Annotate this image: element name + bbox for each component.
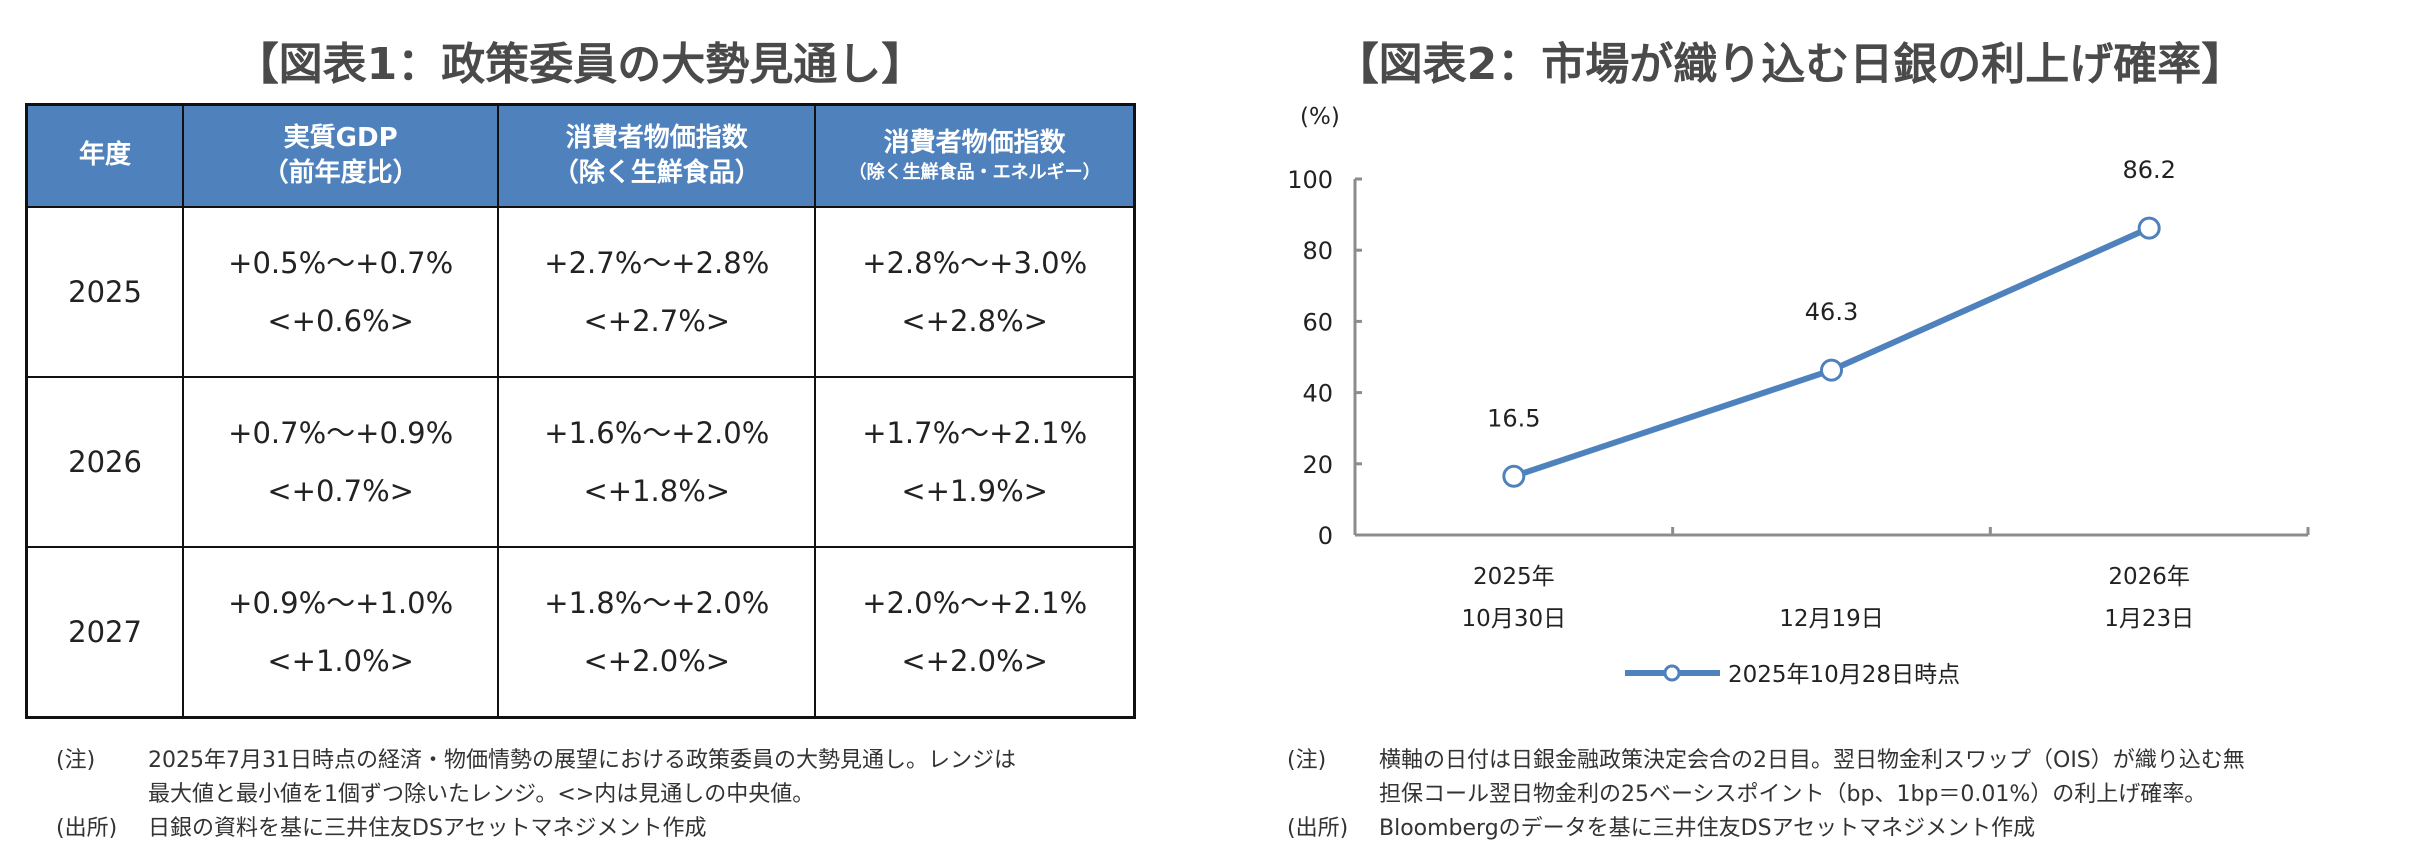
core-cpi-cell: +1.8%～+2.0% <+2.0%> (497, 546, 817, 719)
header-core-cpi: 消費者物価指数 （除く生鮮食品） (497, 103, 817, 208)
y-tick-label: 0 (1318, 522, 1333, 550)
y-tick-label: 60 (1302, 308, 1333, 336)
data-label: 46.3 (1805, 298, 1858, 326)
core-core-cpi-cell: +1.7%～+2.1% <+1.9%> (814, 376, 1136, 548)
fig1-notes: (注) 2025年7月31日時点の経済・物価情勢の展望における政策委員の大勢見通し… (56, 744, 1206, 846)
year-cell: 2027 (25, 546, 185, 719)
core-core-cpi-cell: +2.0%～+2.1% <+2.0%> (814, 546, 1136, 719)
data-point (1820, 358, 1843, 382)
data-point (2137, 216, 2161, 240)
table-row: 2025 +0.5%～+0.7% <+0.6%> +2.7%～+2.8% <+2.7%>… (25, 206, 1136, 378)
note-label: (注) (56, 748, 96, 773)
core-core-cpi-cell: +2.8%～+3.0% <+2.8%> (814, 206, 1136, 378)
forecast-table: 年度 実質GDP （前年度比） 消費者物価指数 （除く生鮮食品） 消費者物価指数 （除… (25, 103, 1136, 719)
note-text: 2025年7月31日時点の経済・物価情勢の展望における政策委員の大勢見通し。レン… (148, 748, 1016, 773)
fig2-notes: (注) 横軸の日付は日銀金融政策決定会合の2日目。翌日物金利スワップ（OIS）が織… (1287, 744, 2417, 846)
x-tick-label-date: 10月30日 (1462, 606, 1567, 632)
year-cell: 2026 (25, 376, 185, 548)
note-text: 担保コール翌日物金利の25ベーシスポイント（bp、1bp＝0.01%）の利上げ確… (1379, 782, 2207, 807)
note-text: 横軸の日付は日銀金融政策決定会合の2日目。翌日物金利スワップ（OIS）が織り込む… (1379, 748, 2245, 773)
core-cpi-cell: +2.7%～+2.8% <+2.7%> (497, 206, 817, 378)
x-tick-label-year: 2026年 (2108, 564, 2190, 590)
source-text: Bloombergのデータを基に三井住友DSアセットマネジメント作成 (1379, 816, 2036, 841)
y-axis-unit: (%) (1300, 104, 1340, 130)
data-point (1502, 464, 1526, 488)
series-line (1512, 225, 2151, 480)
gdp-cell: +0.5%～+0.7% <+0.6%> (182, 206, 500, 378)
table-row: 2026 +0.7%～+0.9% <+0.7%> +1.6%～+2.0% <+1.8%>… (25, 376, 1136, 548)
header-core-core-cpi: 消費者物価指数 （除く生鮮食品・エネルギー） (814, 103, 1136, 208)
header-gdp: 実質GDP （前年度比） (182, 103, 500, 208)
y-tick-label: 80 (1302, 237, 1333, 265)
y-tick-label: 40 (1302, 380, 1333, 408)
x-tick-label-date: 1月23日 (2104, 606, 2194, 632)
fig2-title: 【図表2：市場が織り込む日銀の利上げ確率】 (1334, 39, 2246, 90)
x-tick-label-year: 2025年 (1473, 564, 1555, 590)
year-cell: 2025 (25, 206, 185, 378)
gdp-cell: +0.7%～+0.9% <+0.7%> (182, 376, 500, 548)
table-header-row: 年度 実質GDP （前年度比） 消費者物価指数 （除く生鮮食品） 消費者物価指数 （除… (25, 103, 1136, 208)
y-tick-label: 100 (1287, 166, 1333, 194)
source-text: 日銀の資料を基に三井住友DSアセットマネジメント作成 (148, 816, 707, 841)
data-label: 16.5 (1487, 404, 1540, 432)
gdp-cell: +0.9%～+1.0% <+1.0%> (182, 546, 500, 719)
data-label: 86.2 (2122, 156, 2175, 184)
table-row: 2027 +0.9%～+1.0% <+1.0%> +1.8%～+2.0% <+2.0%>… (25, 546, 1136, 719)
legend-marker (1663, 664, 1681, 682)
y-tick-label: 20 (1302, 451, 1333, 479)
x-tick-label-date: 12月19日 (1779, 606, 1884, 632)
source-label: (出所) (56, 816, 118, 841)
legend-label: 2025年10月28日時点 (1728, 662, 1960, 688)
fig1-title: 【図表1：政策委員の大勢見通し】 (234, 39, 926, 90)
note-text: 最大値と最小値を1個ずつ除いたレンジ。<>内は見通しの中央値。 (148, 782, 815, 807)
header-year: 年度 (25, 103, 185, 208)
core-cpi-cell: +1.6%～+2.0% <+1.8%> (497, 376, 817, 548)
source-label: (出所) (1287, 816, 1349, 841)
note-label: (注) (1287, 748, 1327, 773)
